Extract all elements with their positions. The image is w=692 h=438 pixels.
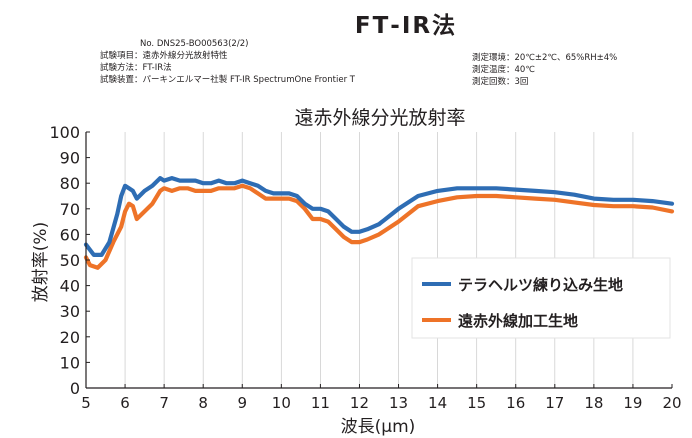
test-device: 試験装置：パーキンエルマー社製 FT-IR SpectrumOne Fronti… — [100, 75, 355, 85]
y-tick-label-0: 0 — [70, 379, 80, 398]
y-tick-label-6: 60 — [60, 225, 80, 244]
y-tick-label-8: 80 — [60, 174, 80, 193]
x-tick-label-12: 17 — [545, 394, 564, 412]
x-tick-label-13: 18 — [584, 394, 603, 412]
page-title: FT‐IR法 — [354, 13, 458, 39]
y-tick-label-9: 90 — [60, 149, 80, 168]
x-tick-label-2: 7 — [159, 394, 169, 412]
y-axis-label: 放射率(%) — [31, 222, 51, 302]
series-line-2 — [83, 183, 675, 270]
legend-label-series-1: テラヘルツ練り込み生地 — [458, 276, 623, 294]
measure-count: 測定回数：3回 — [472, 77, 529, 87]
y-tick-label-1: 10 — [60, 353, 80, 372]
x-tick-label-8: 13 — [389, 394, 408, 412]
x-tick-label-0: 5 — [81, 394, 91, 412]
chart-title: 遠赤外線分光放射率 — [294, 107, 465, 129]
x-tick-label-6: 11 — [311, 394, 330, 412]
test-info-right: 測定環境：20℃±2℃、65%RH±4% 測定温度：40℃ 測定回数：3回 — [472, 52, 617, 88]
report-number: No. DNS25-BO00563(2/2) — [140, 39, 249, 49]
y-tick-label-10: 100 — [49, 123, 80, 142]
x-tick-label-5: 10 — [272, 394, 291, 412]
x-tick-label-14: 19 — [623, 394, 642, 412]
test-info-left: No. DNS25-BO00563(2/2) 試験項目：遠赤外線分光放射特性 試… — [100, 38, 355, 86]
x-tick-label-11: 16 — [506, 394, 525, 412]
y-tick-labels: 0 10 20 30 40 50 60 70 80 90 100 — [49, 123, 80, 398]
test-item: 試験項目：遠赤外線分光放射特性 — [100, 51, 228, 61]
y-tick-label-7: 70 — [60, 200, 80, 219]
x-tick-label-9: 14 — [428, 394, 447, 412]
y-tick-label-2: 20 — [60, 328, 80, 347]
x-tick-label-10: 15 — [467, 394, 486, 412]
x-tick-label-4: 9 — [237, 394, 247, 412]
x-tick-labels: 5 6 7 8 9 10 11 12 13 14 15 16 17 18 19 20 — [81, 394, 681, 412]
measure-temperature: 測定温度：40℃ — [472, 65, 535, 75]
series-layer — [83, 176, 675, 270]
y-tick-label-5: 50 — [60, 251, 80, 270]
series-line-1 — [83, 176, 675, 257]
y-tick-label-4: 40 — [60, 277, 80, 296]
y-tick-label-3: 30 — [60, 302, 80, 321]
x-axis-label: 波長(μm) — [341, 417, 416, 437]
x-tick-label-1: 6 — [120, 394, 130, 412]
legend: テラヘルツ練り込み生地 遠赤外線加工生地 — [411, 257, 671, 339]
axes — [85, 131, 673, 389]
legend-label-series-2: 遠赤外線加工生地 — [458, 312, 578, 330]
x-tick-label-7: 12 — [350, 394, 369, 412]
test-method: 試験方法：FT-IR法 — [100, 63, 172, 73]
x-tick-label-15: 20 — [662, 394, 681, 412]
x-tick-label-3: 8 — [198, 394, 208, 412]
measure-environment: 測定環境：20℃±2℃、65%RH±4% — [472, 53, 618, 63]
